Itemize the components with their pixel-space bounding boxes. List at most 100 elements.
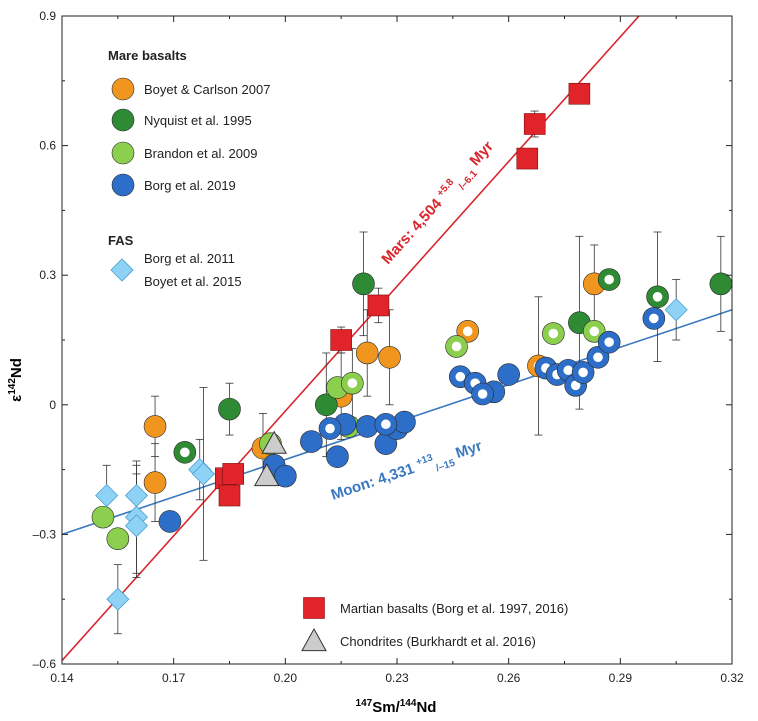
legend-boyet2007-label: Boyet & Carlson 2007 [144,82,270,97]
legend-boyet2015-label: Boyet et al. 2015 [144,274,242,289]
point-borg2019_open-9 [571,361,595,384]
x-tick-label-6: 0.32 [720,671,744,685]
point-borg2019-0 [158,510,182,533]
y-tick-label-1: –0.3 [33,527,57,541]
point-borg2019_open-2-hole [455,371,466,382]
point-borg2019_open-1-hole [381,419,391,430]
point-borg2019-3 [300,430,323,453]
x-tick-label-2: 0.20 [274,671,298,685]
point-borg2019-4 [326,445,349,468]
point-mars-1 [218,484,241,507]
point-boyet2007-1 [143,471,167,494]
point-brandon2009_open-2 [542,322,565,345]
legend-nyquist1995-marker [111,108,135,132]
legend-mars-marker [303,597,325,619]
point-borg2019_open-11 [597,330,621,354]
point-chondrites-0 [253,463,280,487]
point-mars-3 [330,329,352,351]
point-borg2019-2 [274,464,297,488]
legend-borg2019-label: Borg et al. 2019 [144,178,236,193]
point-nyquist1995-4 [709,272,733,296]
series-brandon2009_open [341,320,606,395]
legend-heading-fas: FAS [108,233,134,248]
point-mars-4 [367,294,390,317]
point-brandon2009_open-1 [445,335,468,358]
point-boyet2007_open-0-hole [462,326,473,337]
point-borg2019_open-9-hole [578,367,588,378]
series-mars [214,82,591,507]
point-chondrites-1 [261,430,288,454]
point-nyquist1995_open-2-hole [652,292,663,302]
point-borg2019_open-4-hole [477,389,488,399]
point-borg2019_open-4 [471,382,494,406]
axes: 0.14 0.17 0.20 0.23 0.26 0.29 0.32 –0.6 –0.3 0 0.3… [33,9,744,685]
point-borg2019_open-1 [374,412,398,436]
point-borg2019_open-8-hole [570,380,581,391]
point-borg2019_open-12 [642,307,666,330]
legend: Mare basalts Boyet & Carlson 2007 Nyquist … [108,48,568,652]
legend-chondrites-marker [301,627,327,652]
point-fas-7 [664,298,688,322]
point-boyet2007-4 [355,341,379,365]
point-mars-2 [222,463,245,485]
point-borg2019-11 [497,363,520,386]
data-points [91,82,733,611]
legend-brandon2009-label: Brandon et al. 2009 [144,146,257,161]
legend-boyet2007-marker [111,77,135,101]
point-fas-1 [106,587,130,611]
moon-isochron-label-sup: +13 [415,452,435,468]
x-tick-label-1: 0.17 [162,671,186,685]
point-borg2019_open-11-hole [604,337,614,347]
point-brandon2009_open-0-hole [347,378,358,389]
point-borg2019_open-10-hole [593,352,603,363]
legend-nyquist1995-label: Nyquist et al. 1995 [144,113,252,128]
y-tick-label-3: 0.3 [39,268,56,282]
point-nyquist1995-1 [314,393,338,417]
point-borg2019_open-0-hole [325,423,335,434]
axis-labels: 147Sm/144Nd ε142Nd [7,358,436,716]
legend-chondrites-label: Chondrites (Burkhardt et al. 2016) [340,634,536,649]
legend-mars-label: Martian basalts (Borg et al. 1997, 2016) [340,601,568,616]
point-brandon2009_open-0 [341,371,364,395]
point-brandon2009_open-3-hole [589,326,600,337]
x-axis-label: 147Sm/144Nd [356,698,437,716]
point-nyquist1995-2 [352,272,375,296]
point-boyet2007-0 [143,415,167,438]
point-nyquist1995_open-0-hole [180,447,190,458]
legend-brandon2009-marker [111,141,135,165]
point-nyquist1995_open-1-hole [604,274,614,285]
y-axis-label: ε142Nd [7,358,25,402]
series-nyquist1995_open [173,268,669,464]
point-nyquist1995_open-1 [597,268,621,291]
point-brandon2009-0 [91,505,115,529]
point-mars-7 [568,82,591,105]
series-chondrites [253,430,288,487]
x-tick-label-0: 0.14 [50,671,74,685]
point-borg2019_open-10 [586,345,610,369]
x-tick-label-4: 0.26 [497,671,521,685]
x-tick-label-3: 0.23 [385,671,409,685]
point-brandon2009_open-1-hole [451,341,462,352]
y-tick-label-2: 0 [49,398,56,412]
point-mars-5 [516,147,539,170]
y-tick-label-4: 0.6 [39,139,56,153]
point-borg2019_open-7-hole [563,365,574,376]
series-borg2019_open [318,307,666,440]
y-tick-label-0: –0.6 [33,657,57,671]
legend-borg2019-marker [111,173,135,197]
point-fas-0 [95,483,119,508]
point-nyquist1995_open-2 [646,285,669,309]
y-tick-label-5: 0.9 [39,9,56,23]
legend-fas-marker [110,258,134,282]
legend-heading-mare: Mare basalts [108,48,187,63]
point-brandon2009_open-2-hole [548,328,559,339]
point-boyet2007-5 [378,345,401,369]
point-mars-6 [523,113,546,135]
point-borg2019_open-12-hole [649,313,659,324]
series-fas [95,298,688,611]
point-brandon2009-1 [106,527,130,551]
point-nyquist1995_open-0 [173,441,197,464]
x-tick-label-5: 0.29 [609,671,633,685]
point-fas-4 [124,514,149,538]
